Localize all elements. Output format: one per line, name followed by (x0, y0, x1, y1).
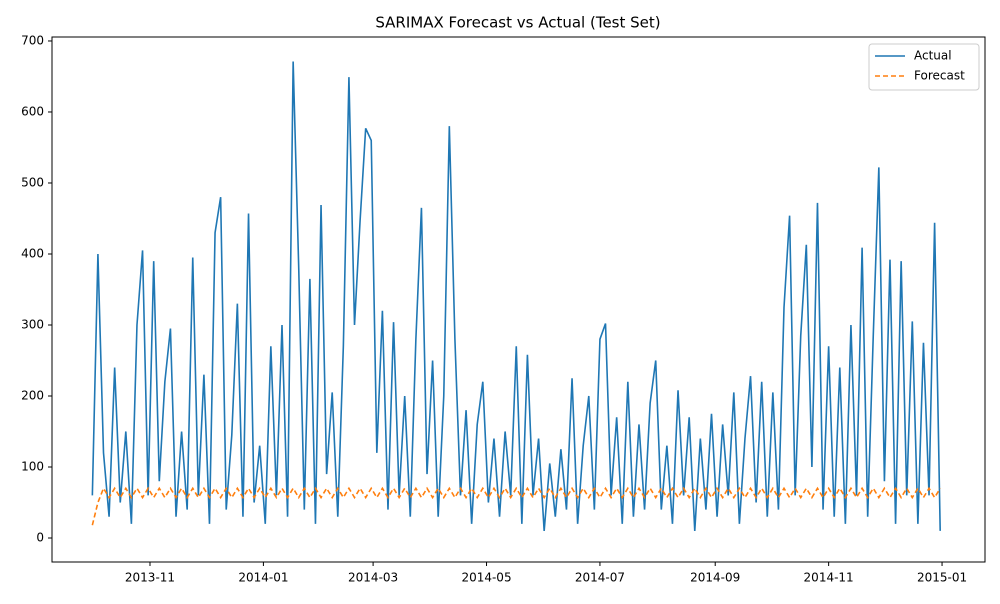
x-tick-label: 2014-03 (348, 571, 398, 585)
y-tick-label: 700 (21, 33, 44, 47)
x-tick-label: 2014-01 (238, 571, 288, 585)
legend-label: Actual (914, 49, 952, 63)
x-tick-label: 2014-07 (575, 571, 625, 585)
y-tick-label: 100 (21, 459, 44, 473)
y-tick-label: 400 (21, 246, 44, 260)
legend-label: Forecast (914, 69, 965, 83)
x-tick-label: 2014-09 (690, 571, 740, 585)
x-tick-label: 2014-11 (804, 571, 854, 585)
x-tick-label: 2014-05 (461, 571, 511, 585)
axes-frame (51, 36, 986, 563)
chart-title: SARIMAX Forecast vs Actual (Test Set) (375, 14, 660, 32)
x-tick-label: 2013-11 (125, 571, 175, 585)
y-tick-label: 0 (36, 531, 44, 545)
y-tick-label: 200 (21, 388, 44, 402)
series-line (91, 61, 941, 531)
series-line (91, 486, 941, 526)
y-tick-label: 500 (21, 175, 44, 189)
y-tick-label: 300 (21, 317, 44, 331)
x-tick-label: 2015-01 (917, 571, 967, 585)
y-tick-label: 600 (21, 104, 44, 118)
plot-area (91, 61, 941, 531)
